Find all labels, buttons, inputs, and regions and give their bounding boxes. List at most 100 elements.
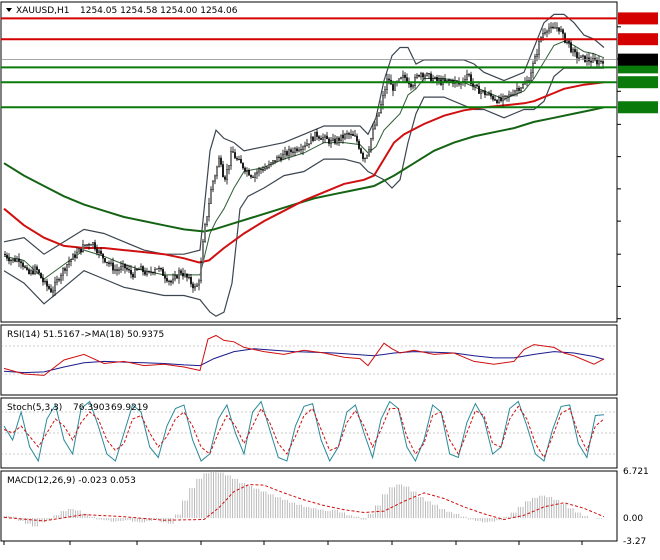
candle-body <box>544 32 546 34</box>
candle-body <box>206 216 208 226</box>
candle-body <box>134 269 136 278</box>
candle-body <box>266 167 268 169</box>
candle-body <box>490 93 492 97</box>
rsi-pane[interactable]: RSI(14) 51.5167 ->MA(18) 50.9375 <box>0 324 618 396</box>
candle-body <box>120 265 122 270</box>
candle-body <box>116 269 118 271</box>
candle-body <box>30 270 32 275</box>
candle-body <box>514 90 516 95</box>
stoch-signal-line <box>3 405 605 459</box>
candle-body <box>482 90 484 92</box>
candle-body <box>308 143 310 145</box>
candle-body <box>212 180 214 190</box>
candle-body <box>304 145 306 148</box>
candle-body <box>478 85 480 94</box>
candle-body <box>484 90 486 96</box>
candle-body <box>362 152 364 159</box>
stoch-main-value: 76.3903 <box>73 403 110 413</box>
current-price-tag <box>618 53 658 66</box>
candle-body <box>14 258 16 262</box>
candle-body <box>56 279 58 283</box>
candle-body <box>380 104 382 113</box>
candle-body <box>202 241 204 264</box>
candle-body <box>52 290 54 293</box>
candle-body <box>368 149 370 156</box>
candle-body <box>144 271 146 275</box>
candle-body <box>512 94 514 96</box>
candle-body <box>80 248 82 253</box>
candle-body <box>142 266 144 272</box>
candle-body <box>246 170 248 172</box>
candle-body <box>86 244 88 246</box>
candle-body <box>468 74 470 76</box>
candle-body <box>602 61 604 64</box>
candle-body <box>300 149 302 151</box>
candle-body <box>430 73 432 82</box>
stochastic-pane[interactable]: Stoch(5,3,3) 76.3903 69.9219 <box>0 397 618 469</box>
candle-body <box>318 136 320 139</box>
candle-body <box>418 74 420 77</box>
candle-body <box>564 33 566 43</box>
candle-body <box>374 124 376 130</box>
candle-body <box>340 134 342 141</box>
candle-body <box>294 148 296 153</box>
price-pane[interactable]: XAUUSD,H1 1254.05 1254.58 1254.00 1254.0… <box>0 1 658 323</box>
candle-body <box>238 158 240 161</box>
candle-body <box>370 138 372 150</box>
rsi-pane-frame <box>0 324 618 396</box>
fast-moving-average-line <box>3 81 605 264</box>
candle-body <box>412 85 414 88</box>
candle-body <box>278 156 280 158</box>
candle-body <box>344 133 346 139</box>
candle-body <box>496 100 498 104</box>
rsi-ma-label: ->MA(18) 50.9375 <box>81 330 164 340</box>
candle-body <box>550 26 552 29</box>
candle-body <box>292 151 294 153</box>
candle-body <box>572 49 574 53</box>
candle-body <box>234 152 236 159</box>
candle-body <box>428 73 430 75</box>
macd-signal-line <box>3 483 605 522</box>
candle-body <box>570 42 572 53</box>
candle-body <box>378 112 380 117</box>
level-price-tag <box>618 33 658 46</box>
candle-body <box>326 135 328 140</box>
candle-body <box>148 271 150 273</box>
macd-pane[interactable]: 6.721 0.00 -3.27 MACD(12,26,9) -0.023 0.05… <box>0 467 649 547</box>
candle-body <box>40 272 42 279</box>
candle-body <box>38 269 40 274</box>
candle-body <box>290 149 292 153</box>
candle-body <box>146 271 148 275</box>
macd-title: MACD(12,26,9) -0.023 0.053 <box>7 476 136 486</box>
candle-body <box>250 175 252 178</box>
candle-body <box>60 274 62 281</box>
candle-body <box>322 137 324 140</box>
candle-body <box>386 78 388 91</box>
candle-body <box>96 248 98 254</box>
candle-body <box>138 269 140 271</box>
candle-body <box>62 268 64 276</box>
candle-body <box>210 189 212 204</box>
candle-body <box>262 169 264 171</box>
candle-body <box>348 133 350 135</box>
candle-body <box>102 253 104 259</box>
candle-body <box>226 169 228 180</box>
candle-body <box>504 95 506 97</box>
candle-body <box>108 262 110 265</box>
candle-body <box>316 131 318 137</box>
candle-body <box>306 143 308 147</box>
candle-body <box>580 55 582 59</box>
candle-body <box>186 273 188 278</box>
candle-body <box>500 97 502 102</box>
candle-body <box>338 137 340 141</box>
candle-body <box>530 72 532 81</box>
candle-body <box>590 60 592 63</box>
candle-body <box>172 278 174 283</box>
candle-body <box>112 262 114 271</box>
candle-body <box>270 162 272 165</box>
candle-body <box>22 262 24 267</box>
candle-body <box>360 148 362 154</box>
candle-body <box>160 267 162 270</box>
